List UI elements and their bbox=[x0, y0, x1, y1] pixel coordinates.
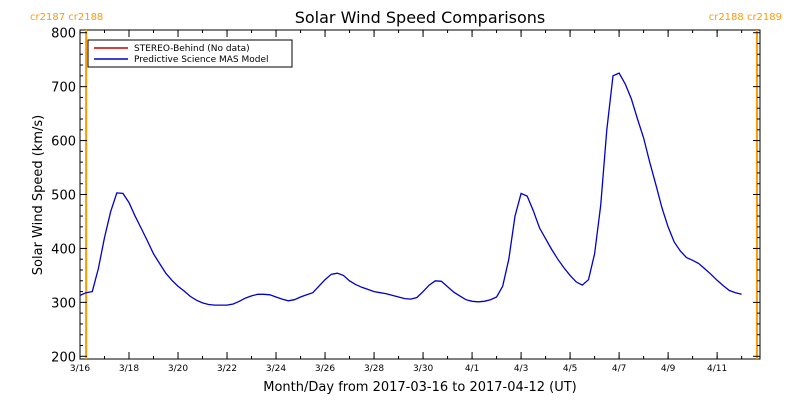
x-tick-label: 4/5 bbox=[563, 364, 577, 374]
legend-entry-label: STEREO-Behind (No data) bbox=[134, 44, 250, 54]
chart-title: Solar Wind Speed Comparisons bbox=[295, 8, 546, 27]
y-tick-label: 600 bbox=[51, 135, 76, 150]
x-tick-label: 4/11 bbox=[707, 364, 727, 374]
y-tick-label: 500 bbox=[51, 189, 76, 204]
x-tick-label: 4/1 bbox=[465, 364, 479, 374]
x-tick-label: 4/7 bbox=[612, 364, 626, 374]
x-tick-label: 3/18 bbox=[119, 364, 139, 374]
x-tick-label: 3/24 bbox=[266, 364, 286, 374]
y-tick-label: 700 bbox=[51, 81, 76, 96]
x-tick-label: 4/3 bbox=[514, 364, 528, 374]
y-tick-label: 400 bbox=[51, 242, 76, 257]
y-tick-label: 300 bbox=[51, 296, 76, 311]
x-tick-label: 3/16 bbox=[70, 364, 90, 374]
y-tick-label: 800 bbox=[51, 27, 76, 42]
series-line-mas-model bbox=[79, 72, 742, 306]
x-tick-label: 3/26 bbox=[315, 364, 335, 374]
carrington-marker-label: cr2188 cr2189 bbox=[709, 12, 782, 23]
legend-box bbox=[87, 39, 293, 68]
x-tick-label: 3/30 bbox=[413, 364, 433, 374]
x-tick-label: 4/9 bbox=[661, 364, 676, 374]
y-axis-title: Solar Wind Speed (km/s) bbox=[31, 115, 46, 275]
x-tick-label: 3/28 bbox=[364, 364, 384, 374]
x-tick-label: 3/22 bbox=[217, 364, 237, 374]
y-tick-label: 200 bbox=[51, 350, 76, 365]
x-tick-label: 3/20 bbox=[168, 364, 188, 374]
carrington-marker-label: cr2187 cr2188 bbox=[30, 12, 103, 23]
legend-entry-label: Predictive Science MAS Model bbox=[134, 55, 269, 65]
x-axis-title: Month/Day from 2017-03-16 to 2017-04-12 … bbox=[263, 380, 576, 395]
